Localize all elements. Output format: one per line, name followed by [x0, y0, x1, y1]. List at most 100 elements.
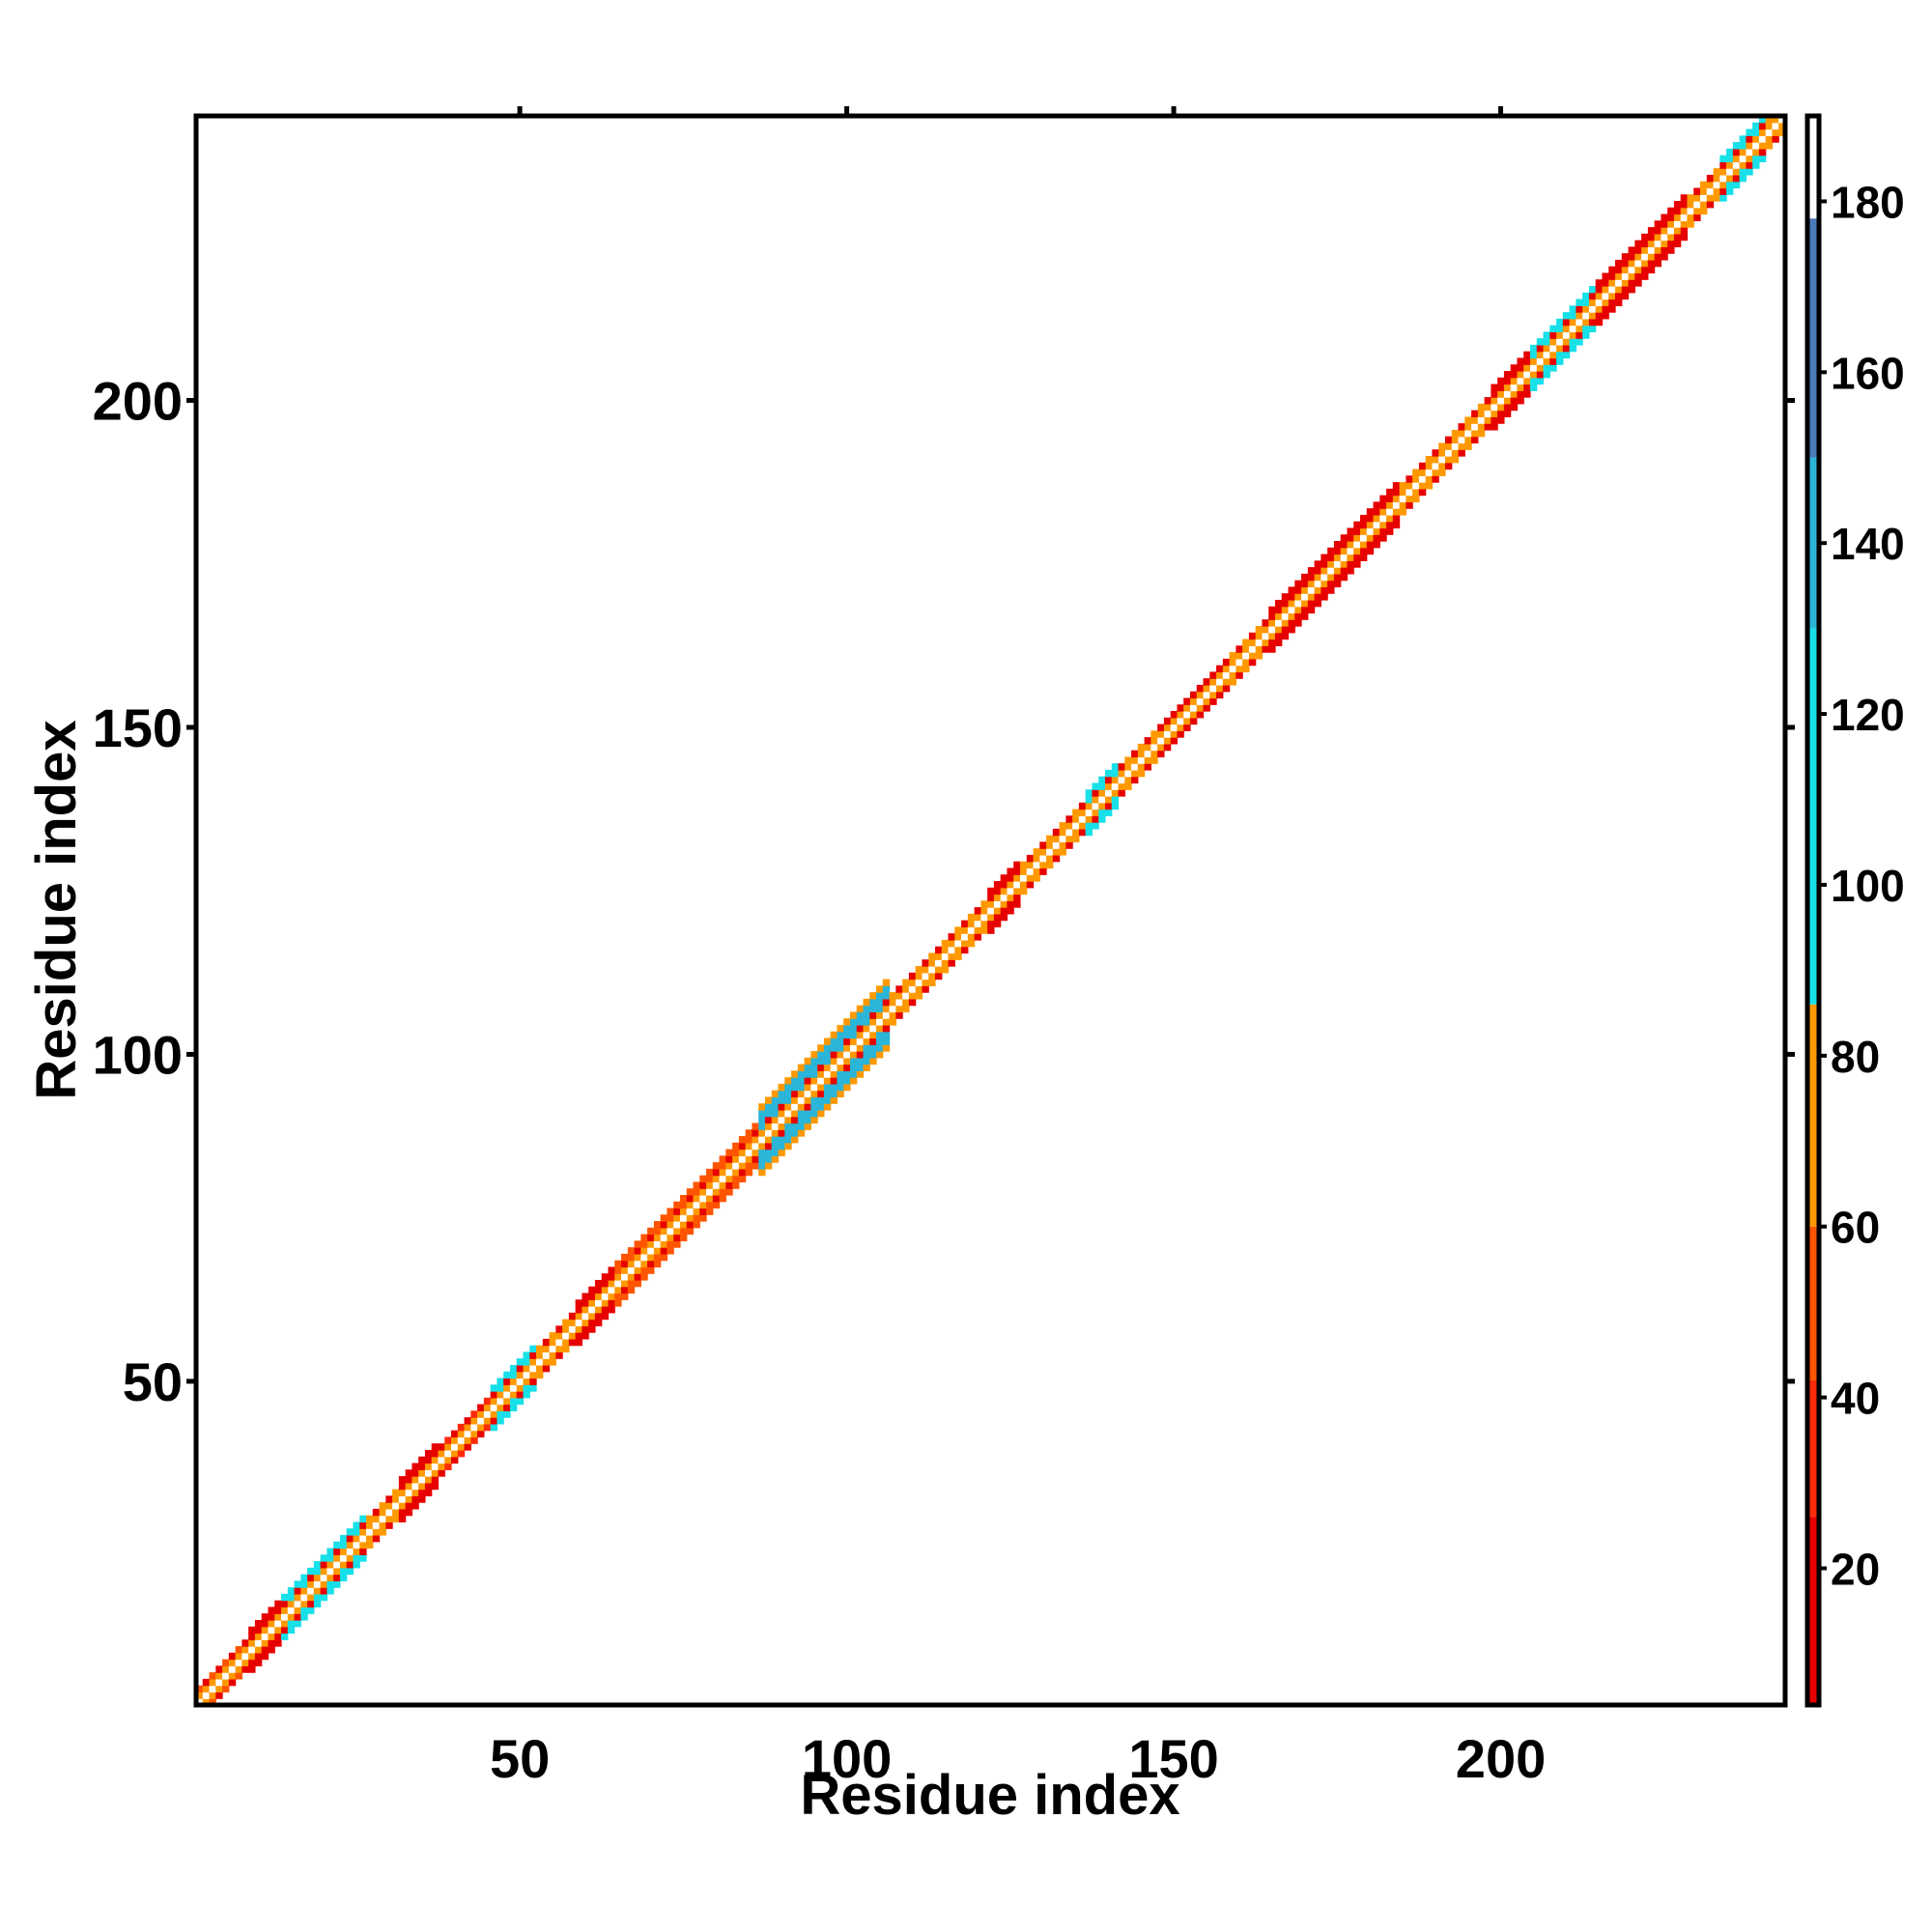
heatmap-cell — [549, 1351, 556, 1359]
heatmap-cell — [1569, 325, 1577, 332]
heatmap-cell — [575, 1312, 582, 1321]
heatmap-cell — [1039, 848, 1047, 856]
heatmap-cell — [987, 887, 995, 895]
heatmap-cell — [281, 1633, 289, 1640]
heatmap-cell — [778, 1129, 785, 1137]
heatmap-cell — [699, 1181, 707, 1189]
heatmap-cell — [228, 1659, 237, 1666]
heatmap-cell — [1536, 364, 1545, 372]
heatmap-cell — [823, 1051, 832, 1059]
heatmap-cell — [1327, 560, 1335, 568]
heatmap-cell — [1569, 318, 1577, 327]
heatmap-cell — [1484, 416, 1492, 424]
heatmap-cell — [1588, 312, 1597, 320]
heatmap-cell — [320, 1561, 327, 1569]
heatmap-cell — [497, 1404, 504, 1411]
heatmap-cell — [1614, 272, 1623, 280]
heatmap-cell — [575, 1299, 582, 1307]
heatmap-cell — [817, 1064, 825, 1071]
heatmap-cell — [725, 1188, 733, 1196]
heatmap-cell — [928, 952, 936, 960]
heatmap-cell — [699, 1201, 707, 1209]
heatmap-cell — [1196, 704, 1205, 712]
heatmap-cell — [1033, 861, 1040, 869]
heatmap-cell — [1262, 632, 1269, 640]
heatmap-cell — [1588, 298, 1597, 306]
heatmap-cell — [1111, 763, 1120, 771]
heatmap-cell — [817, 1109, 825, 1118]
heatmap-cell — [1268, 645, 1276, 653]
heatmap-cell — [830, 1031, 838, 1039]
heatmap-cell — [1366, 534, 1375, 542]
heatmap-cell — [1614, 292, 1623, 300]
heatmap-cell — [1614, 259, 1623, 268]
heatmap-cell — [1556, 325, 1564, 332]
heatmap-cell — [1713, 168, 1720, 176]
heatmap-cell — [1183, 717, 1191, 725]
heatmap-cell — [1543, 351, 1550, 359]
heatmap-cell — [222, 1659, 230, 1666]
heatmap-cell — [823, 1057, 832, 1065]
heatmap-cell — [1451, 456, 1460, 464]
heatmap-cell — [634, 1273, 641, 1281]
heatmap-cell — [1209, 691, 1217, 699]
heatmap-cell — [1752, 128, 1760, 136]
heatmap-cell — [634, 1279, 641, 1288]
heatmap-cell — [268, 1639, 275, 1647]
heatmap-cell — [1072, 822, 1080, 830]
heatmap-cell — [954, 933, 962, 941]
heatmap-cell — [1399, 488, 1406, 497]
heatmap-cell — [1602, 272, 1609, 280]
heatmap-cell — [1739, 135, 1747, 143]
heatmap-cell — [856, 1011, 865, 1019]
heatmap-cell — [313, 1574, 322, 1581]
heatmap-cell — [444, 1449, 452, 1458]
heatmap-cell — [745, 1129, 753, 1137]
heatmap-cell — [1046, 835, 1054, 843]
heatmap-cell — [987, 926, 995, 934]
heatmap-cell — [281, 1626, 289, 1634]
heatmap-cell — [1353, 534, 1361, 542]
heatmap-cell — [1386, 527, 1394, 535]
heatmap-cell — [1359, 554, 1368, 561]
heatmap-cell — [1562, 312, 1571, 320]
heatmap-cell — [503, 1410, 511, 1418]
heatmap-cell — [1732, 148, 1741, 156]
heatmap-cell — [764, 1155, 773, 1163]
heatmap-cell — [1673, 227, 1682, 235]
heatmap-cell — [869, 1031, 877, 1039]
heatmap-cell — [1281, 612, 1290, 620]
heatmap-cell — [268, 1606, 275, 1614]
heatmap-cell — [1503, 410, 1512, 417]
heatmap-cell — [1052, 828, 1061, 837]
heatmap-cell — [1406, 482, 1413, 490]
heatmap-cell — [758, 1136, 766, 1144]
heatmap-cell — [830, 1077, 838, 1085]
heatmap-cell — [1373, 501, 1380, 509]
heatmap-cell — [1118, 789, 1125, 797]
heatmap-cell — [706, 1188, 714, 1196]
heatmap-cell — [882, 985, 891, 993]
heatmap-cell — [327, 1548, 334, 1555]
heatmap-cell — [1614, 286, 1623, 294]
heatmap-cell — [1104, 776, 1113, 784]
heatmap-cell — [791, 1090, 799, 1098]
heatmap-cell — [673, 1214, 681, 1222]
heatmap-cell — [1746, 148, 1753, 156]
heatmap-cell — [1471, 410, 1479, 417]
heatmap-cell — [1386, 508, 1394, 516]
heatmap-cell — [1092, 822, 1099, 830]
heatmap-cell — [392, 1515, 400, 1523]
heatmap-cell — [215, 1665, 223, 1673]
heatmap-cell — [287, 1606, 296, 1614]
heatmap-cell — [1765, 116, 1774, 124]
heatmap-cell — [418, 1489, 426, 1496]
heatmap-cell — [1294, 606, 1302, 614]
heatmap-cell — [915, 979, 923, 986]
heatmap-cell — [339, 1548, 348, 1555]
heatmap-cell — [823, 1083, 832, 1092]
heatmap-cell — [1529, 357, 1538, 365]
heatmap-cell — [967, 926, 976, 934]
heatmap-cell — [451, 1449, 459, 1458]
